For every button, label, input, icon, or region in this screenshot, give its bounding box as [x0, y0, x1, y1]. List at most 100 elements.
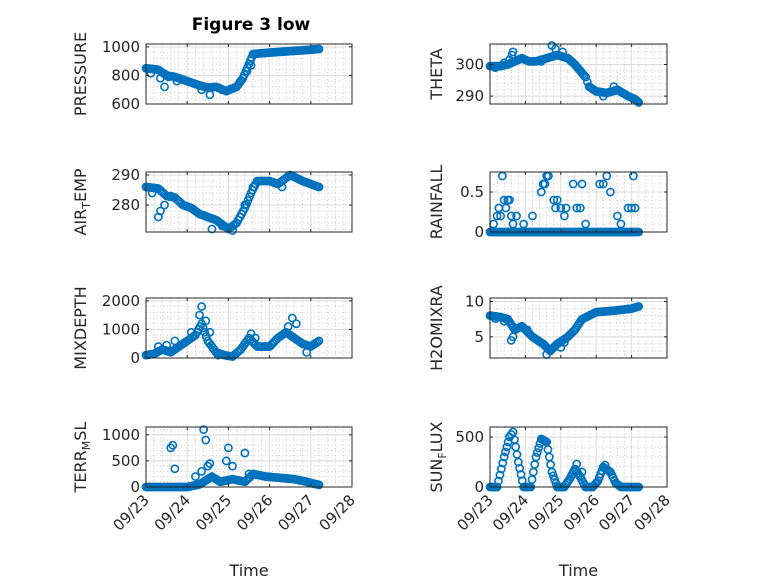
data-point [613, 211, 622, 221]
y-tick-label: 800 [111, 66, 140, 84]
axes-box [145, 426, 353, 488]
subplot-theta: 290 300 THETA [427, 41, 668, 107]
data-point [572, 459, 582, 469]
data-point [494, 476, 503, 486]
y-tick-label: 5 [474, 328, 484, 346]
data-point [600, 460, 610, 470]
data-point [499, 452, 509, 462]
data-point [226, 84, 235, 94]
data-point [236, 76, 246, 86]
data-point [627, 203, 636, 213]
data-point [240, 200, 250, 210]
data-point [490, 314, 500, 323]
subplot-air-temp: 280 290 AIRTEMP [71, 166, 353, 236]
data-point [287, 313, 297, 323]
y-tick-label: 1000 [102, 38, 140, 56]
data-point [156, 206, 165, 216]
x-axis-label: Time [558, 561, 598, 580]
data-point [630, 203, 640, 213]
axes-box [489, 43, 668, 105]
data-point [506, 211, 516, 221]
data-point [207, 224, 217, 234]
data-point [581, 72, 590, 82]
y-tick-label: 10 [465, 293, 484, 311]
data-point [160, 82, 169, 92]
subplot-mixdepth: 0 1000 2000 MIXDEPTH [71, 286, 353, 370]
y-axis-label: H2OMIXRA [427, 285, 446, 371]
data-point [634, 98, 644, 107]
data-point [634, 302, 644, 311]
data-point [595, 179, 605, 189]
data-point [568, 179, 578, 189]
y-tick-label: 0 [130, 349, 140, 367]
y-axis-label: THETA [427, 48, 446, 100]
data-point [519, 219, 529, 229]
data-point [205, 90, 215, 100]
data-point [567, 56, 576, 66]
data-point [314, 44, 324, 54]
data-point [244, 469, 254, 479]
data-point [186, 327, 196, 337]
x-tick-label: 09/24 [151, 491, 194, 534]
x-axis-label: Time [228, 561, 268, 580]
y-tick-label: 0 [474, 478, 484, 496]
y-tick-label: 300 [455, 56, 484, 74]
x-tick-label: 09/28 [631, 491, 674, 534]
x-tick-label: 09/26 [233, 491, 276, 534]
data-point [250, 333, 260, 343]
data-point [501, 447, 510, 457]
data-point [495, 470, 505, 480]
data-point [496, 211, 506, 221]
data-point [156, 73, 165, 83]
data-point [502, 442, 512, 452]
data-point [496, 464, 506, 474]
axes-box [489, 171, 668, 233]
y-axis-label: MIXDEPTH [71, 286, 90, 369]
data-point [228, 226, 237, 235]
data-point [492, 211, 502, 221]
data-point [505, 55, 514, 65]
data-point [609, 82, 619, 92]
data-point [302, 347, 312, 357]
x-tick-label: 09/27 [595, 491, 638, 534]
data-point [166, 191, 176, 201]
data-point [556, 203, 566, 213]
data-point [246, 61, 256, 70]
data-point [528, 211, 537, 221]
data-point [534, 443, 544, 453]
axes-box [145, 297, 353, 359]
data-point [616, 219, 626, 229]
data-point [248, 182, 258, 192]
x-tick-label: 09/25 [192, 491, 235, 534]
data-point [223, 443, 233, 453]
data-point [314, 182, 324, 192]
subplot-sun-flux: 0 500 SUNFLUX09/2309/2409/2509/2609/2709/2… [427, 421, 674, 580]
data-point [536, 187, 546, 197]
subplot-h2omixra: 5 10 H2OMIXRA [427, 285, 668, 371]
data-point [197, 466, 207, 476]
y-tick-label: 500 [111, 452, 140, 470]
y-tick-label: 600 [111, 95, 140, 113]
data-point [551, 44, 560, 54]
x-tick-label: 09/26 [560, 491, 603, 534]
data-point [490, 63, 500, 73]
data-point [561, 203, 571, 213]
y-tick-label: 0.5 [460, 183, 484, 201]
data-point [508, 219, 518, 229]
data-point [203, 212, 213, 222]
data-point [581, 219, 590, 229]
data-point [314, 336, 324, 346]
subplot-pressure: 600 800 1000 PRESSURE [71, 32, 353, 116]
x-tick-label: 09/23 [454, 491, 497, 534]
axes-box [489, 297, 668, 359]
axes-box [489, 426, 668, 488]
data-point [240, 448, 250, 458]
data-point [221, 456, 231, 466]
data-point [531, 452, 541, 462]
data-point [605, 187, 615, 197]
data-point [197, 302, 207, 311]
data-point [552, 195, 562, 205]
y-tick-label: 1000 [102, 320, 140, 338]
axes-box [145, 171, 353, 233]
data-point [532, 448, 542, 457]
